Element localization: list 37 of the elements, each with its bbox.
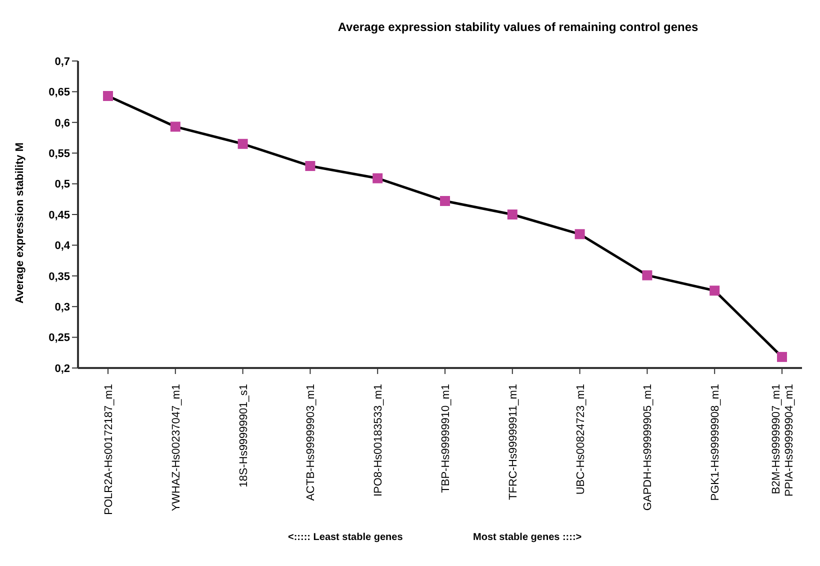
y-tick-label: 0,65 [48,86,70,99]
y-tick-label: 0,2 [54,362,70,375]
point [777,352,787,362]
x-tick-label: YWHAZ-Hs00237047_m1 [170,384,182,512]
y-tick-label: 0,4 [54,240,71,252]
x-tick-label: TBP-Hs99999910_m1 [440,384,452,493]
point [103,91,113,101]
point [440,196,450,206]
y-tick-label: 0,25 [48,332,70,344]
y-tick-label: 0,55 [48,148,70,160]
y-axis-title: Average expression stability M [14,142,26,304]
x-tick-label: POLR2A-Hs00172187_m1 [103,384,115,515]
y-tick-label: 0,35 [48,270,70,283]
x-tick-label: PGK1-Hs99999908_m1 [710,384,722,501]
x-tick-label: UBC-Hs00824723_m1 [574,384,587,495]
point [372,173,383,184]
text: Most stable genes ::::> [473,532,582,543]
y-tick-label: 0,6 [54,117,70,130]
y-tick-label: 0,3 [54,302,70,314]
y-tick-label: 0,5 [54,178,70,191]
y-tick-label: 0,7 [54,56,70,68]
text: <::::: Least stable genes [288,532,403,543]
chart-title: Average expression stability values of remaining control genes [336,20,700,34]
x-tick-label: IPO8-Hs00183533_m1 [372,384,385,497]
x-tick-label: GAPDH-Hs99999905_m1 [642,384,654,511]
point [305,160,316,171]
point [710,286,720,296]
point [642,270,652,280]
x-tick-label: TFRC-Hs99999911_m1 [507,384,520,500]
point [238,138,248,149]
point [574,229,585,240]
x-tick-label: 18S-Hs99999901_s1 [238,384,250,488]
point [170,122,180,132]
point [507,210,518,220]
y-tick-label: 0,45 [48,209,70,222]
x-tick-label: B2M-Hs99999907_m1 PPIA-Hs99999904_m1 [770,384,796,497]
x-tick-label: ACTB-Hs99999903_m1 [305,384,318,501]
